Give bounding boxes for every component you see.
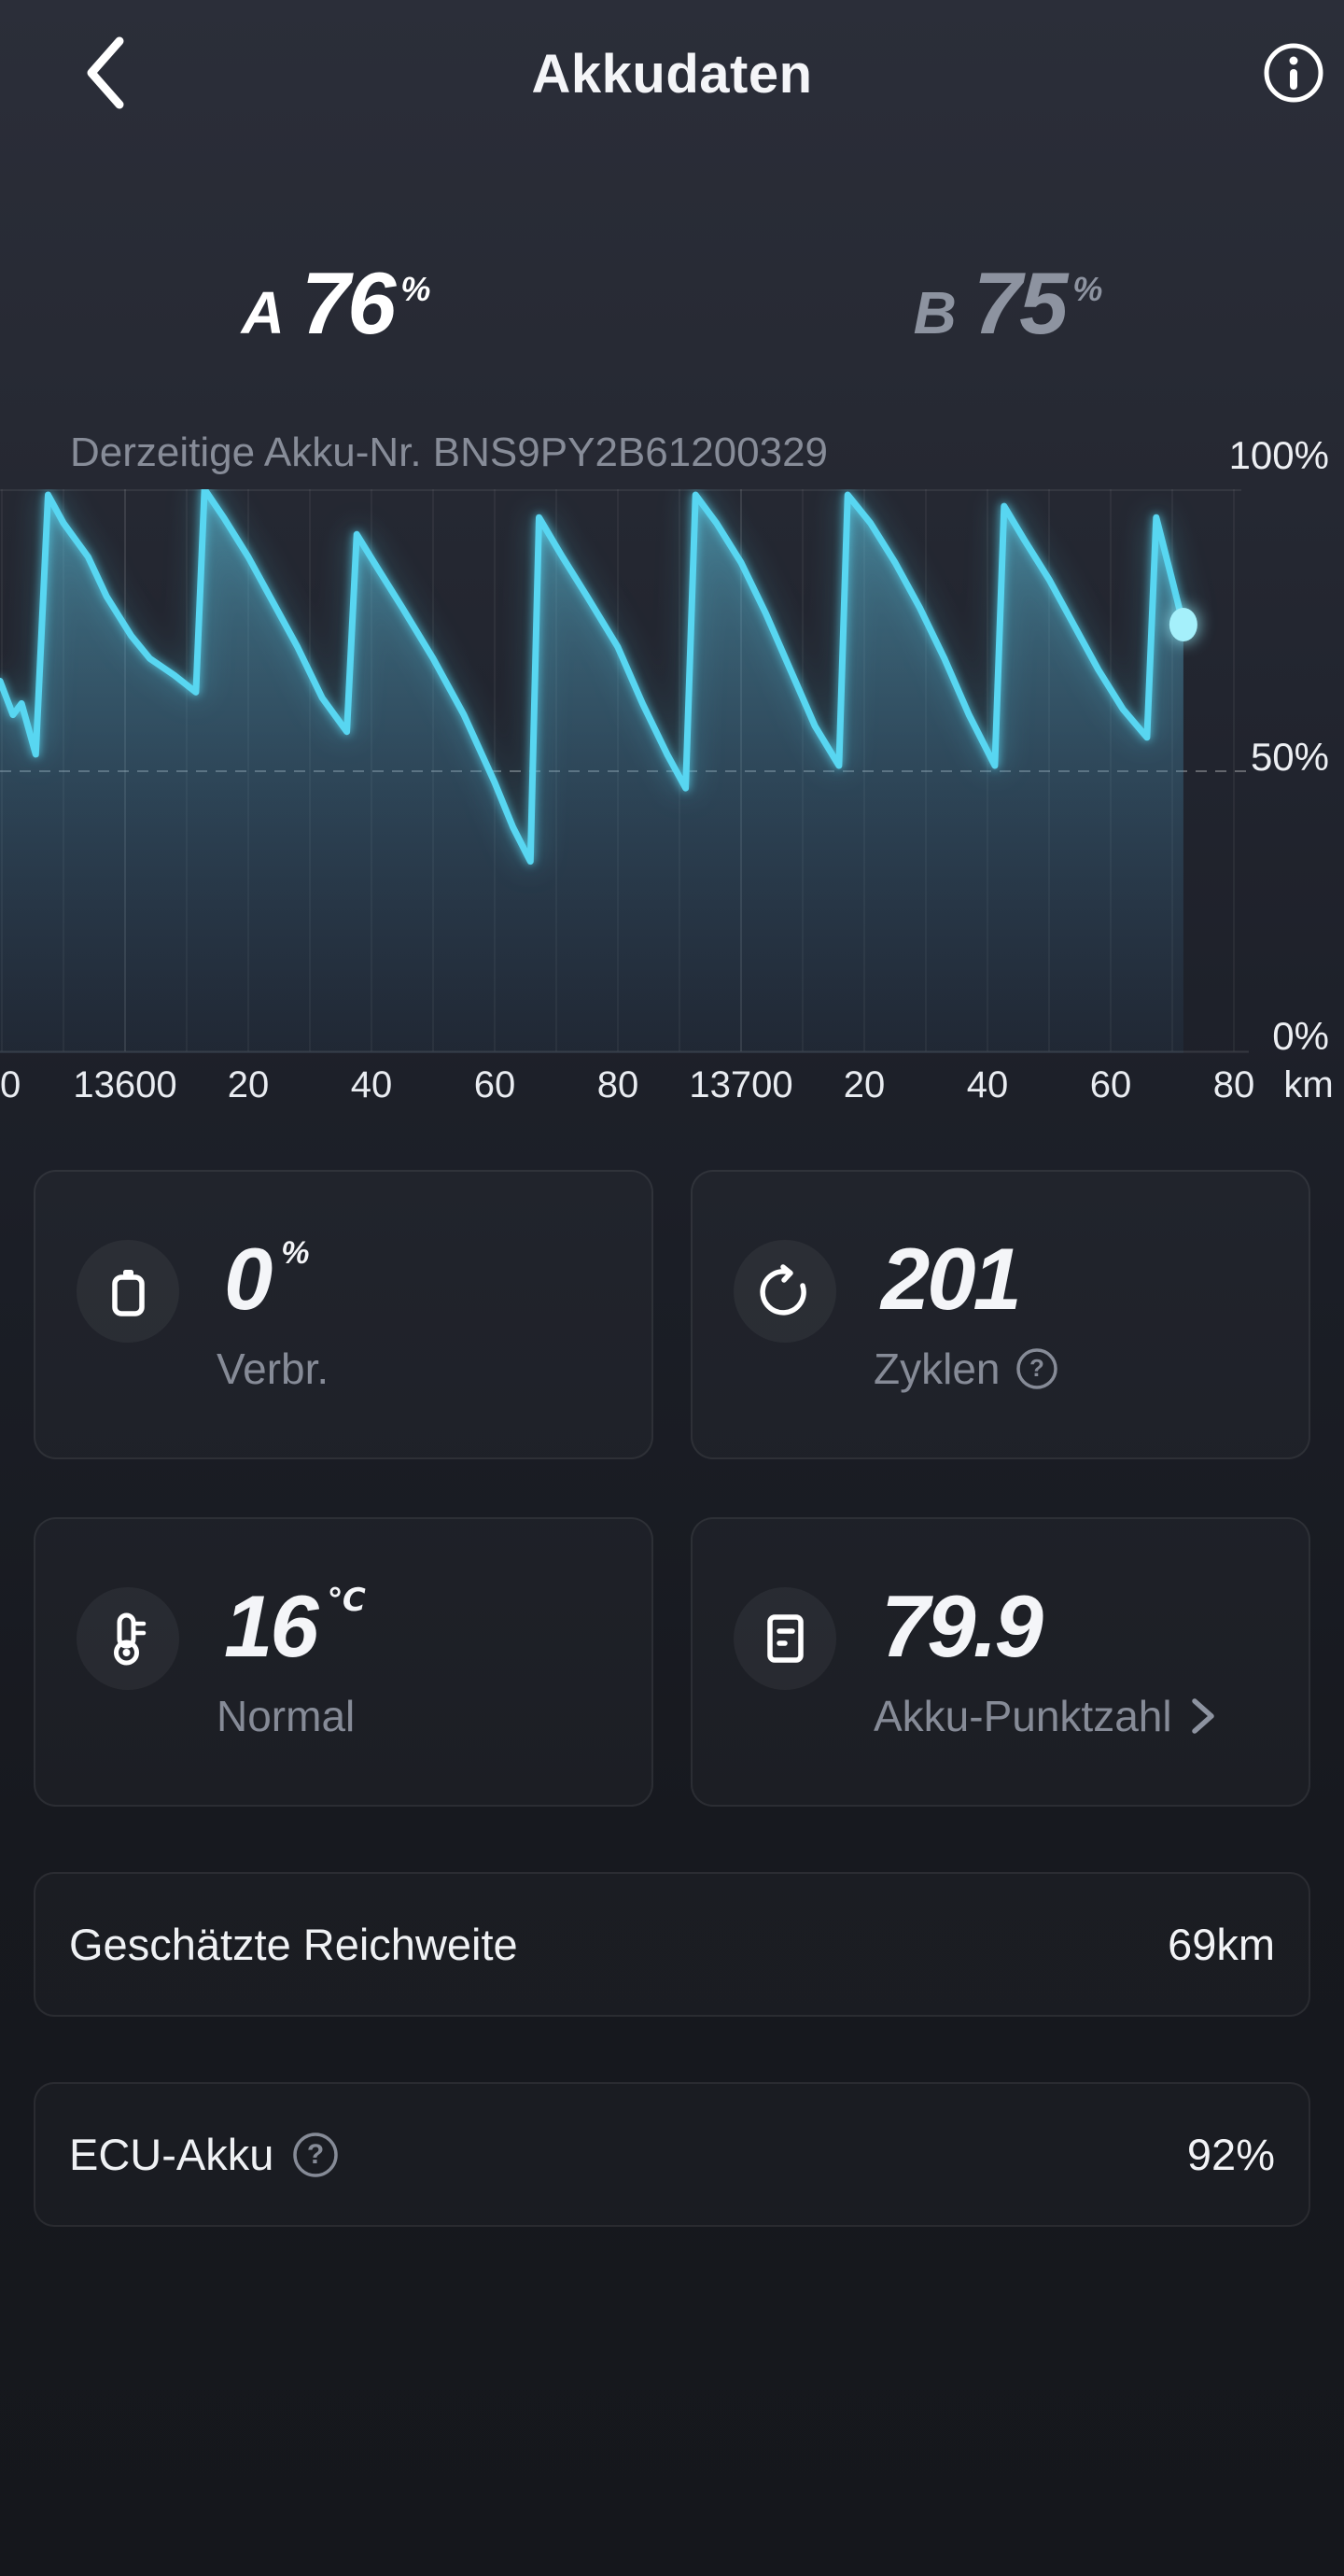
x-axis-tick-label: 80 <box>596 1064 639 1105</box>
x-axis-tick-label: 40 <box>966 1064 1009 1105</box>
x-axis-tick-label: 40 <box>350 1064 393 1105</box>
estimated-range-value: 69km <box>1168 1920 1275 1969</box>
card-battery-score[interactable]: 79.9 Akku-Punktzahl <box>691 1517 1310 1807</box>
info-icon[interactable] <box>1262 41 1325 105</box>
cycles-value: 201 <box>881 1230 1022 1328</box>
chevron-right-icon[interactable] <box>1187 1696 1219 1737</box>
battery-b-unit: % <box>1072 270 1103 308</box>
battery-a-unit: % <box>400 270 431 308</box>
thermometer-icon <box>77 1587 179 1690</box>
x-axis-tick-label: 80 <box>1212 1064 1255 1105</box>
chart-area-fill <box>0 489 1183 1053</box>
ecu-battery-value: 92% <box>1186 2130 1275 2179</box>
card-cycles: 201 Zyklen ? <box>691 1170 1310 1459</box>
temperature-status-label: Normal <box>217 1692 356 1740</box>
battery-b-value: 75 <box>973 254 1069 352</box>
page-title: Akkudaten <box>531 44 813 105</box>
ecu-battery-row: ECU-Akku ? 92% <box>34 2082 1310 2227</box>
battery-percent-row: A 76 % B 75 % <box>0 260 1344 372</box>
x-axis-tick-label: 60 <box>1089 1064 1132 1105</box>
card-consumption: 0 % Verbr. <box>34 1170 653 1459</box>
battery-b-indicator[interactable]: B 75 % <box>672 260 1344 372</box>
battery-a-letter: A <box>241 279 285 346</box>
card-temperature: 16 ℃ Normal <box>34 1517 653 1807</box>
y-axis-label-50: 50% <box>1250 735 1329 779</box>
consumption-value-row: 0 % <box>224 1235 310 1323</box>
battery-history-chart <box>0 489 1249 1053</box>
svg-text:?: ? <box>1030 1354 1045 1382</box>
battery-serial-caption: Derzeitige Akku-Nr. BNS9PY2B61200329 <box>70 429 829 475</box>
stat-cards-grid: 0 % Verbr. 201 Zyklen ? <box>34 1170 1310 1807</box>
x-axis-tick-label: 20 <box>227 1064 270 1105</box>
header: Akkudaten <box>0 0 1344 140</box>
score-icon <box>734 1587 836 1690</box>
estimated-range-row: Geschätzte Reichweite 69km <box>34 1872 1310 2017</box>
score-label: Akku-Punktzahl <box>874 1691 1219 1741</box>
cycles-label: Zyklen ? <box>874 1344 1059 1394</box>
x-axis-tick-label: 0 <box>0 1064 21 1105</box>
back-icon[interactable] <box>80 34 129 112</box>
x-axis-tick-label: 13600 <box>73 1064 177 1105</box>
temperature-value: 16 <box>224 1577 319 1675</box>
x-axis-unit-label: km <box>1283 1064 1334 1105</box>
x-axis-tick-label: 13700 <box>689 1064 793 1105</box>
cycles-icon <box>734 1240 836 1343</box>
temperature-unit: ℃ <box>327 1583 366 1618</box>
consumption-label: Verbr. <box>217 1344 329 1393</box>
battery-b-letter: B <box>913 279 957 346</box>
cycles-help-icon[interactable]: ? <box>1015 1346 1059 1391</box>
y-axis-label-100: 100% <box>1228 433 1329 477</box>
x-axis-tick-label: 60 <box>473 1064 516 1105</box>
estimated-range-label: Geschätzte Reichweite <box>69 1920 518 1969</box>
y-axis-label-0: 0% <box>1272 1014 1329 1058</box>
cycles-value-row: 201 <box>881 1230 1022 1328</box>
consumption-unit: % <box>281 1235 310 1271</box>
score-value: 79.9 <box>881 1577 1043 1675</box>
chart-current-point-dot <box>1169 607 1197 641</box>
ecu-help-icon[interactable]: ? <box>290 2130 341 2180</box>
score-value-row: 79.9 <box>881 1577 1043 1675</box>
ecu-battery-label: ECU-Akku ? <box>69 2129 341 2180</box>
x-axis-labels: 0 13600 20 40 60 80 13700 20 40 60 80 <box>0 1064 1344 1117</box>
svg-text:?: ? <box>307 2139 324 2170</box>
battery-a-indicator[interactable]: A 76 % <box>0 260 672 372</box>
temperature-value-row: 16 ℃ <box>224 1583 366 1670</box>
battery-icon <box>77 1240 179 1343</box>
chart-line <box>0 489 1187 866</box>
battery-a-value: 76 <box>301 254 397 352</box>
consumption-value: 0 <box>224 1230 273 1328</box>
x-axis-tick-label: 20 <box>843 1064 886 1105</box>
